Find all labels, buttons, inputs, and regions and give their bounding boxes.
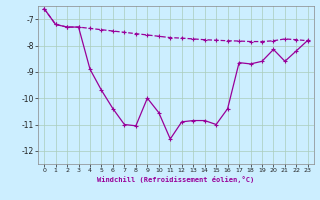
X-axis label: Windchill (Refroidissement éolien,°C): Windchill (Refroidissement éolien,°C) xyxy=(97,176,255,183)
